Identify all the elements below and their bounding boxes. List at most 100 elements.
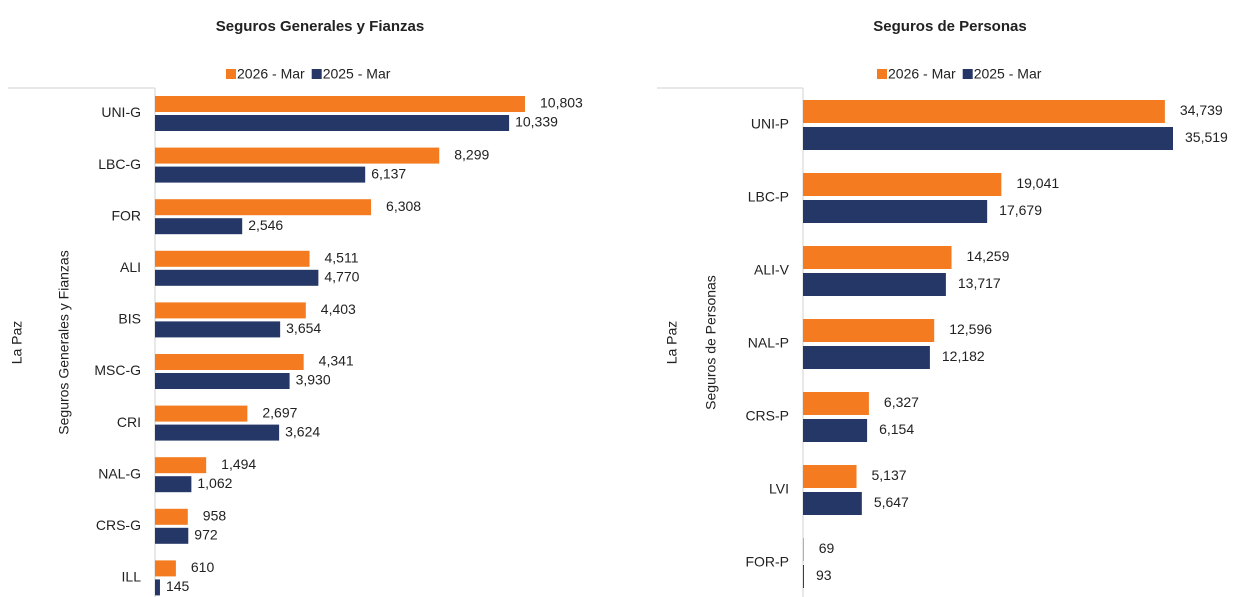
- bar: [803, 200, 988, 223]
- bar: [155, 115, 510, 131]
- data-label: 35,519: [1185, 129, 1228, 145]
- data-label: 4,341: [319, 353, 354, 369]
- bar: [155, 476, 192, 493]
- data-label: 958: [203, 508, 227, 524]
- bar: [155, 424, 280, 441]
- data-label: 12,596: [949, 321, 992, 337]
- y-tick-label: CRI: [117, 414, 141, 430]
- bar: [803, 246, 952, 269]
- data-label: 4,770: [324, 269, 359, 285]
- bar: [155, 302, 306, 319]
- y-tick-label: MSC-G: [94, 362, 141, 378]
- group-label: Seguros Generales y Fianzas: [56, 250, 72, 434]
- data-label: 17,679: [999, 202, 1042, 218]
- bar: [803, 127, 1173, 150]
- bar: [155, 560, 176, 577]
- bar: [803, 173, 1002, 196]
- bar: [155, 166, 366, 183]
- bar: [155, 269, 319, 286]
- bar: [803, 319, 935, 342]
- data-label: 2,546: [248, 217, 283, 233]
- data-label: 12,182: [942, 348, 985, 364]
- bar: [155, 199, 372, 216]
- bar: [155, 147, 440, 164]
- bar: [803, 565, 804, 588]
- data-label: 3,654: [286, 320, 321, 336]
- data-label: 5,647: [874, 494, 909, 510]
- y-tick-label: BIS: [118, 311, 141, 327]
- data-label: 1,494: [221, 456, 256, 472]
- data-label: 34,739: [1180, 102, 1223, 118]
- data-label: 10,803: [540, 95, 583, 111]
- group-label: Seguros de Personas: [703, 275, 719, 410]
- y-tick-label: ILL: [122, 569, 142, 585]
- bar: [155, 508, 188, 525]
- bar: [803, 465, 857, 488]
- data-label: 6,154: [879, 421, 914, 437]
- data-label: 972: [194, 527, 218, 543]
- bar: [155, 354, 304, 370]
- bar: [155, 96, 525, 112]
- data-label: 4,403: [321, 301, 356, 317]
- y-tick-label: UNI-G: [101, 104, 141, 120]
- legend-swatch: [962, 69, 973, 79]
- y-tick-label: ALI-V: [754, 262, 790, 278]
- bar: [155, 579, 160, 596]
- data-label: 3,930: [296, 372, 331, 388]
- data-label: 93: [816, 567, 832, 583]
- data-label: 69: [819, 540, 835, 556]
- chart-title: Seguros de Personas: [873, 18, 1026, 35]
- data-label: 13,717: [958, 275, 1001, 291]
- legend-swatch: [877, 69, 887, 79]
- y-tick-label: UNI-P: [751, 116, 789, 132]
- data-label: 6,137: [371, 165, 406, 181]
- bar: [803, 100, 1165, 123]
- y-tick-label: FOR: [111, 207, 141, 223]
- bar: [803, 538, 804, 561]
- bar: [803, 492, 862, 515]
- bar: [803, 419, 868, 442]
- y-tick-label: LVI: [769, 481, 789, 497]
- bar: [155, 527, 189, 544]
- data-label: 6,308: [386, 198, 421, 214]
- data-label: 8,299: [454, 146, 489, 162]
- bar: [155, 250, 310, 267]
- data-label: 4,511: [325, 250, 359, 266]
- data-label: 3,624: [285, 423, 320, 439]
- bar: [155, 373, 290, 389]
- y-tick-label: ALI: [120, 259, 141, 275]
- y-tick-label: LBC-P: [748, 189, 789, 205]
- legend-label: 2025 - Mar: [974, 66, 1042, 82]
- y-tick-label: CRS-G: [96, 517, 141, 533]
- data-label: 610: [191, 559, 215, 575]
- data-label: 1,062: [197, 475, 232, 491]
- data-label: 2,697: [262, 404, 297, 420]
- data-label: 14,259: [967, 248, 1010, 264]
- y-tick-label: CRS-P: [745, 408, 789, 424]
- bar: [155, 321, 281, 338]
- group-label: La Paz: [9, 321, 25, 365]
- bar: [803, 346, 930, 369]
- legend-swatch: [226, 69, 236, 79]
- data-label: 19,041: [1016, 175, 1059, 191]
- bar: [803, 392, 869, 415]
- legend-label: 2026 - Mar: [888, 66, 956, 82]
- y-tick-label: FOR-P: [745, 554, 789, 570]
- bar: [803, 273, 946, 296]
- group-label: La Paz: [664, 321, 680, 365]
- data-label: 6,327: [884, 394, 919, 410]
- y-tick-label: NAL-G: [98, 465, 141, 481]
- bar: [155, 218, 243, 235]
- legend-label: 2026 - Mar: [237, 66, 305, 82]
- y-tick-label: NAL-P: [748, 335, 789, 351]
- chart-title: Seguros Generales y Fianzas: [216, 18, 424, 35]
- bar: [155, 457, 207, 474]
- y-tick-label: LBC-G: [98, 156, 141, 172]
- legend-label: 2025 - Mar: [323, 66, 391, 82]
- data-label: 145: [166, 578, 190, 594]
- data-label: 5,137: [872, 467, 907, 483]
- legend-swatch: [311, 69, 322, 79]
- bar: [155, 405, 248, 422]
- data-label: 10,339: [515, 114, 558, 130]
